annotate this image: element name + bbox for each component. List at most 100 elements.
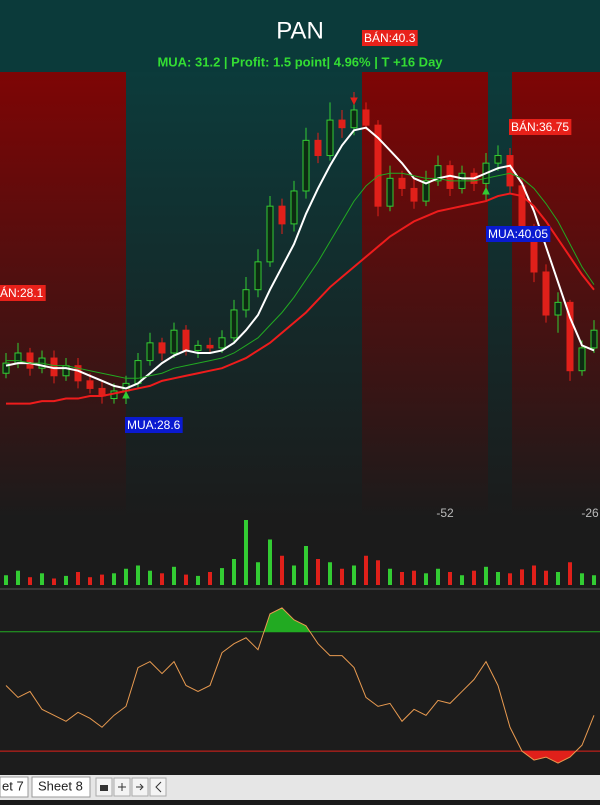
candle-body [542,271,550,316]
volume-bar [196,575,200,585]
candle-body [2,362,10,374]
sheet-tab[interactable] [0,776,29,798]
candle-body [290,190,298,225]
candle-body [242,289,250,311]
candle-body [158,342,166,354]
volume-bar [64,575,68,585]
sheet-tab-label[interactable]: Sheet 8 [38,778,83,793]
signal-label: BÁN:36.75 [511,119,569,134]
signal-label-bg [125,417,183,433]
volume-bar [352,565,356,585]
candle-body [326,119,334,157]
candle-body [398,177,406,189]
oscillator-line [5,607,595,764]
volume-bar [340,568,344,585]
volume-bar [364,555,368,585]
volume-bar [460,575,464,585]
candle-body [146,342,154,362]
volume-bar [220,568,224,585]
candle-body [194,344,202,351]
volume-bar [40,573,44,585]
signal-label-bg [509,119,572,135]
volume-bar [280,555,284,585]
signal-label: MUA:28.6 [127,418,181,432]
chart-subtitle: MUA: 31.2 | Profit: 1.5 point| 4.96% | T… [157,54,443,69]
candle-body [314,139,322,157]
candle-body [386,177,394,207]
buy-arrow [482,186,490,200]
volume-bar [532,565,536,585]
candle-body [182,329,190,351]
volume-bar [4,575,8,585]
prev-icon [155,781,162,793]
volume-bar [400,572,404,585]
volume-bar [76,572,80,585]
volume-bar [484,566,488,585]
candle-body [578,347,586,372]
volume-bar [232,559,236,585]
candle-body [506,155,514,187]
candle-body [86,380,94,389]
candle-body [26,352,34,369]
signal-label-bg [362,30,418,46]
volume-bar [412,570,416,585]
overbought-fill [6,607,594,632]
candle-body [566,301,574,372]
candle-body [170,329,178,354]
volume-bar [580,573,584,585]
candle-body [266,205,274,263]
insert-icon [136,783,144,791]
volume-bar [496,572,500,585]
volume-bar [136,565,140,585]
candle-body [62,365,70,377]
header-bg [0,0,600,72]
volume-bar [292,565,296,585]
buy-arrow [122,390,130,404]
ma-line [6,172,595,379]
candle-body [422,180,430,202]
volume-bar [508,573,512,585]
volume-bar [28,577,32,585]
candle-body [14,352,22,364]
volume-bar [52,578,56,585]
volume-bar [592,575,596,585]
prev-button[interactable] [149,777,167,797]
volume-bar [556,572,560,585]
lock-icon [100,785,108,791]
candle-body [338,119,346,129]
volume-bar [172,566,176,585]
sheet-tab-label[interactable]: et 7 [2,778,24,793]
volume-bar [244,520,248,585]
candle-body [410,187,418,202]
candle-body [494,155,502,164]
volume-bar [472,570,476,585]
candle-body [362,109,370,126]
volume-bar [568,562,572,585]
candle-body [590,329,598,349]
sheet-tab[interactable] [31,776,91,798]
volume-bar [544,570,548,585]
volume-bar [328,562,332,585]
sell-zone [362,72,488,517]
candle-body [374,124,382,207]
signal-label-bg [486,226,551,242]
volume-bar [388,568,392,585]
candle-body [434,165,442,182]
volume-bar [268,539,272,585]
candle-body [302,139,310,192]
signal-label: BÁN:40.3 [364,30,416,45]
volume-bar [376,560,380,585]
chart-title: PAN [276,17,324,44]
candle-body [218,337,226,349]
oversold-fill [522,751,576,764]
ma-line [6,192,595,405]
volume-bar [160,573,164,585]
signal-label-bg [0,285,46,301]
volume-bar [256,562,260,585]
bar-offset-label: -26 [581,506,599,520]
sell-zone [512,72,600,517]
volume-bar [520,569,524,585]
candle-body [350,109,358,129]
